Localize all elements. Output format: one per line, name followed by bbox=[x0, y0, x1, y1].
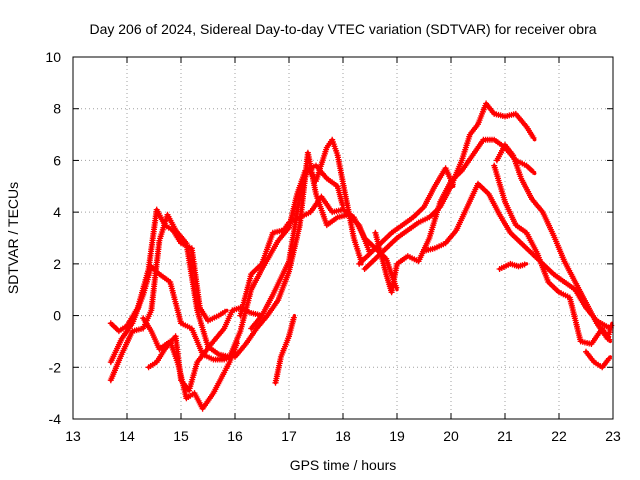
series-sat-r bbox=[583, 348, 612, 371]
axis-ticks: 13 14 15 16 17 18 19 20 21 22 23 -4 -2 0 2 4 6 8 10 bbox=[45, 49, 621, 444]
series-plus-markers bbox=[493, 141, 615, 342]
series-sat-e bbox=[145, 304, 264, 394]
series-sat-n bbox=[421, 180, 612, 331]
series-plus-markers bbox=[107, 211, 237, 384]
y-tick-label: 0 bbox=[53, 308, 61, 324]
x-tick-label: 16 bbox=[227, 428, 243, 444]
y-axis-label: SDTVAR / TECUs bbox=[5, 182, 21, 294]
series-plus-markers bbox=[107, 263, 236, 366]
data-series bbox=[107, 100, 615, 412]
series-plus-markers bbox=[361, 100, 537, 272]
y-tick-label: -2 bbox=[49, 359, 62, 375]
x-axis-label: GPS time / hours bbox=[290, 457, 397, 473]
x-tick-label: 23 bbox=[605, 428, 621, 444]
series-sat-q bbox=[496, 260, 529, 272]
series-plus-markers bbox=[237, 193, 400, 319]
series-plus-markers bbox=[496, 260, 528, 272]
x-tick-label: 18 bbox=[335, 428, 351, 444]
series-plus-markers bbox=[491, 162, 613, 347]
series-sat-k bbox=[356, 165, 456, 267]
y-tick-label: 2 bbox=[53, 256, 61, 272]
series-sat-j bbox=[237, 193, 400, 319]
x-tick-label: 17 bbox=[281, 428, 297, 444]
y-tick-label: 6 bbox=[53, 152, 61, 168]
series-plus-markers bbox=[583, 348, 612, 371]
x-tick-label: 14 bbox=[119, 428, 135, 444]
x-tick-label: 20 bbox=[443, 428, 459, 444]
series-plus-markers bbox=[421, 180, 612, 331]
y-tick-label: 4 bbox=[53, 204, 61, 220]
series-sat-o bbox=[493, 141, 615, 342]
series-sat-a bbox=[107, 206, 229, 335]
x-tick-label: 19 bbox=[389, 428, 405, 444]
series-sat-p bbox=[491, 162, 613, 347]
y-tick-label: -4 bbox=[49, 411, 62, 427]
series-sat-i bbox=[272, 313, 297, 386]
x-tick-label: 22 bbox=[551, 428, 567, 444]
series-sat-c bbox=[107, 263, 237, 366]
x-tick-label: 21 bbox=[497, 428, 513, 444]
y-tick-label: 8 bbox=[53, 101, 61, 117]
x-tick-label: 13 bbox=[65, 428, 81, 444]
series-plus-markers bbox=[145, 304, 263, 394]
series-sat-b bbox=[107, 211, 237, 384]
series-plus-markers bbox=[272, 314, 297, 386]
series-trace bbox=[422, 182, 612, 331]
x-tick-label: 15 bbox=[173, 428, 189, 444]
series-plus-markers bbox=[356, 165, 456, 267]
y-tick-label: 10 bbox=[45, 49, 61, 65]
chart-title: Day 206 of 2024, Sidereal Day-to-day VTE… bbox=[89, 21, 596, 37]
series-sat-m bbox=[361, 100, 537, 272]
